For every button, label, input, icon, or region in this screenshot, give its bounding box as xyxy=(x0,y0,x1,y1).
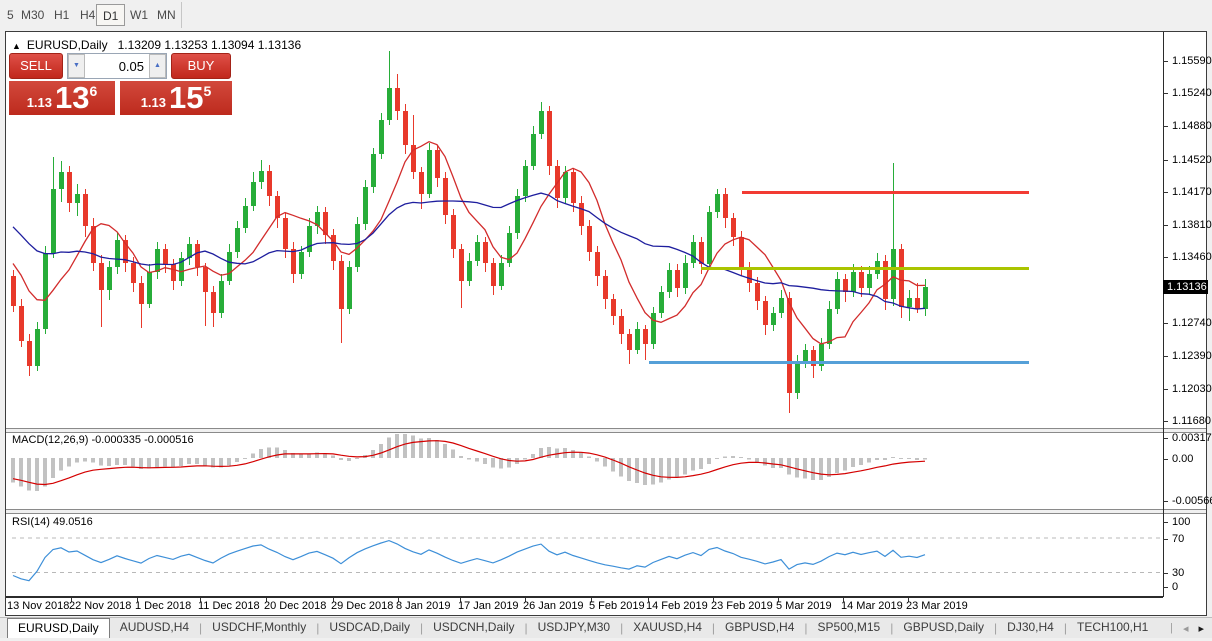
rsi-axis-label: 30 xyxy=(1172,567,1185,579)
timeframe-button-H4[interactable]: H4 xyxy=(80,8,96,22)
current-price-value: 1.13136 xyxy=(1167,281,1207,293)
timeframe-button-D1[interactable]: D1 xyxy=(96,4,126,26)
rsi-axis-label: 70 xyxy=(1172,533,1185,545)
macd-axis-label: -0.005667 xyxy=(1172,495,1212,507)
date-axis-label: 29 Dec 2018 xyxy=(331,600,394,612)
date-axis-label: 14 Mar 2019 xyxy=(841,600,903,612)
panel-toggle-icon[interactable]: ▲ xyxy=(12,41,21,51)
chart-tab-tech100-h1[interactable]: TECH100,H1 xyxy=(1076,620,1149,634)
chart-window: ▲ EURUSD,Daily 1.13209 1.13253 1.13094 1.1… xyxy=(5,31,1212,616)
chart-tab-gbpusd-h4[interactable]: GBPUSD,H4 xyxy=(725,620,795,634)
macd-indicator-label: MACD(12,26,9) -0.000335 -0.000516 xyxy=(12,434,194,446)
macd-axis-label: 0.00 xyxy=(1172,453,1194,465)
tab-separator: | xyxy=(199,621,203,635)
chart-canvas[interactable] xyxy=(6,32,1206,615)
timeframe-button-MN[interactable]: MN xyxy=(157,8,176,22)
date-axis-label: 5 Feb 2019 xyxy=(589,600,645,612)
tab-separator: | xyxy=(524,621,528,635)
triangle-up-icon: ▲ xyxy=(154,62,161,69)
date-axis-label: 5 Mar 2019 xyxy=(776,600,832,612)
window-bottom-strip xyxy=(0,638,1212,641)
tab-separator: | xyxy=(994,621,998,635)
triangle-down-icon: ▼ xyxy=(73,62,80,69)
tab-separator: | xyxy=(1063,621,1067,635)
date-axis-label: 17 Jan 2019 xyxy=(458,600,519,612)
chart-ohlc-values: 1.13209 1.13253 1.13094 1.13136 xyxy=(117,38,302,52)
date-axis-label: 20 Dec 2018 xyxy=(264,600,327,612)
date-axis-label: 11 Dec 2018 xyxy=(198,600,260,612)
tab-separator: | xyxy=(711,621,716,635)
date-axis[interactable]: 13 Nov 2018 22 Nov 2018 1 Dec 2018 11 Dec 2… xyxy=(6,598,1163,615)
chart-tab-gbpusd-daily[interactable]: GBPUSD,Daily xyxy=(903,620,985,634)
chart-tab-eurusd-daily[interactable]: EURUSD,Daily xyxy=(7,618,110,638)
date-axis-label: 14 Feb 2019 xyxy=(646,600,708,612)
macd-axis-label: 0.003177 xyxy=(1172,432,1212,444)
chart-tab-audusd-h4[interactable]: AUDUSD,H4 xyxy=(119,620,190,634)
tab-separator: | xyxy=(890,621,894,635)
chart-tab-usdcnh-daily[interactable]: USDCNH,Daily xyxy=(433,620,515,634)
date-axis-label: 22 Nov 2018 xyxy=(69,600,132,612)
current-price-marker: 1.13136 xyxy=(1163,280,1208,294)
price-axis-label: 1.11680 xyxy=(1172,415,1211,427)
tab-separator: | xyxy=(420,621,424,635)
ask-price-pipette: 5 xyxy=(203,83,212,99)
chart-tab-bar: EURUSD,Daily AUDUSD,H4 | USDCHF,Monthly | USD… xyxy=(0,617,1212,638)
toolbar-separator xyxy=(181,2,182,28)
tab-scroll-right-icon[interactable]: ▸ xyxy=(1198,622,1204,635)
sell-button[interactable]: SELL xyxy=(9,53,63,79)
rsi-indicator-label: RSI(14) 49.0516 xyxy=(12,516,93,528)
price-axis-label: 1.12740 xyxy=(1172,317,1212,329)
rsi-axis-label: 0 xyxy=(1172,581,1179,593)
date-axis-label: 1 Dec 2018 xyxy=(135,600,192,612)
volume-increase-button[interactable]: ▲ xyxy=(149,54,166,78)
price-axis-label: 1.12390 xyxy=(1172,350,1212,362)
tab-separator: | xyxy=(804,621,808,635)
timeframe-button-W1[interactable]: W1 xyxy=(130,8,148,22)
timeframe-button-M30[interactable]: M30 xyxy=(21,8,45,22)
timeframe-button-5[interactable]: 5 xyxy=(7,8,14,22)
chart-tab-usdcad-daily[interactable]: USDCAD,Daily xyxy=(329,620,411,634)
tab-scroll-left-icon[interactable]: ◂ xyxy=(1182,622,1189,635)
price-axis-label: 1.15240 xyxy=(1172,87,1212,99)
volume-stepper: ▼ ▲ xyxy=(67,53,167,79)
price-axis-label: 1.15590 xyxy=(1172,55,1212,67)
rsi-axis-label: 100 xyxy=(1172,516,1191,528)
timeframe-toolbar: 5 M30 H1 H4 D1 W1 MN xyxy=(0,0,1212,30)
date-axis-label: 23 Feb 2019 xyxy=(711,600,773,612)
chart-tab-sp500-m15[interactable]: SP500,M15 xyxy=(817,620,881,634)
one-click-trading-panel: SELL ▼ ▲ BUY 1.13 13 6 1.13 15 5 xyxy=(9,53,235,115)
bid-price-prefix: 1.13 xyxy=(26,95,53,110)
price-axis-label: 1.14520 xyxy=(1172,154,1212,166)
chart-tab-usdjpy-m30[interactable]: USDJPY,M30 xyxy=(537,620,611,634)
timeframe-button-H1[interactable]: H1 xyxy=(54,8,70,22)
chart-tab-dj30-h4[interactable]: DJ30,H4 xyxy=(1007,620,1054,634)
tab-separator: | xyxy=(1170,621,1173,634)
price-axis-label: 1.13460 xyxy=(1172,251,1212,263)
volume-input[interactable] xyxy=(85,54,149,78)
price-axis[interactable]: 1.15590 1.15240 1.14880 1.14520 1.14170 1.138… xyxy=(1164,32,1212,597)
date-axis-label: 13 Nov 2018 xyxy=(7,600,70,612)
date-axis-label: 8 Jan 2019 xyxy=(396,600,451,612)
price-axis-label: 1.14170 xyxy=(1172,186,1212,198)
price-axis-label: 1.13810 xyxy=(1172,219,1212,231)
ask-price-prefix: 1.13 xyxy=(140,95,167,110)
chart-tab-xauusd-h4[interactable]: XAUUSD,H4 xyxy=(633,620,702,634)
chart-symbol-label: EURUSD,Daily xyxy=(26,38,108,52)
bid-price-display[interactable]: 1.13 13 6 xyxy=(9,81,115,115)
tab-separator: | xyxy=(316,621,320,635)
price-axis-label: 1.12030 xyxy=(1172,383,1212,395)
date-axis-label: 26 Jan 2019 xyxy=(523,600,584,612)
price-axis-label: 1.14880 xyxy=(1172,120,1212,132)
tab-separator: | xyxy=(620,621,624,635)
chart-title: ▲ EURUSD,Daily 1.13209 1.13253 1.13094 1.1… xyxy=(12,38,301,52)
volume-decrease-button[interactable]: ▼ xyxy=(68,54,85,78)
date-axis-label: 23 Mar 2019 xyxy=(906,600,968,612)
chart-tab-usdchf-monthly[interactable]: USDCHF,Monthly xyxy=(212,620,307,634)
ask-price-big: 15 xyxy=(169,80,204,115)
bid-price-big: 13 xyxy=(55,80,90,115)
buy-button[interactable]: BUY xyxy=(171,53,231,79)
ask-price-display[interactable]: 1.13 15 5 xyxy=(120,81,232,115)
bid-price-pipette: 6 xyxy=(89,83,98,99)
